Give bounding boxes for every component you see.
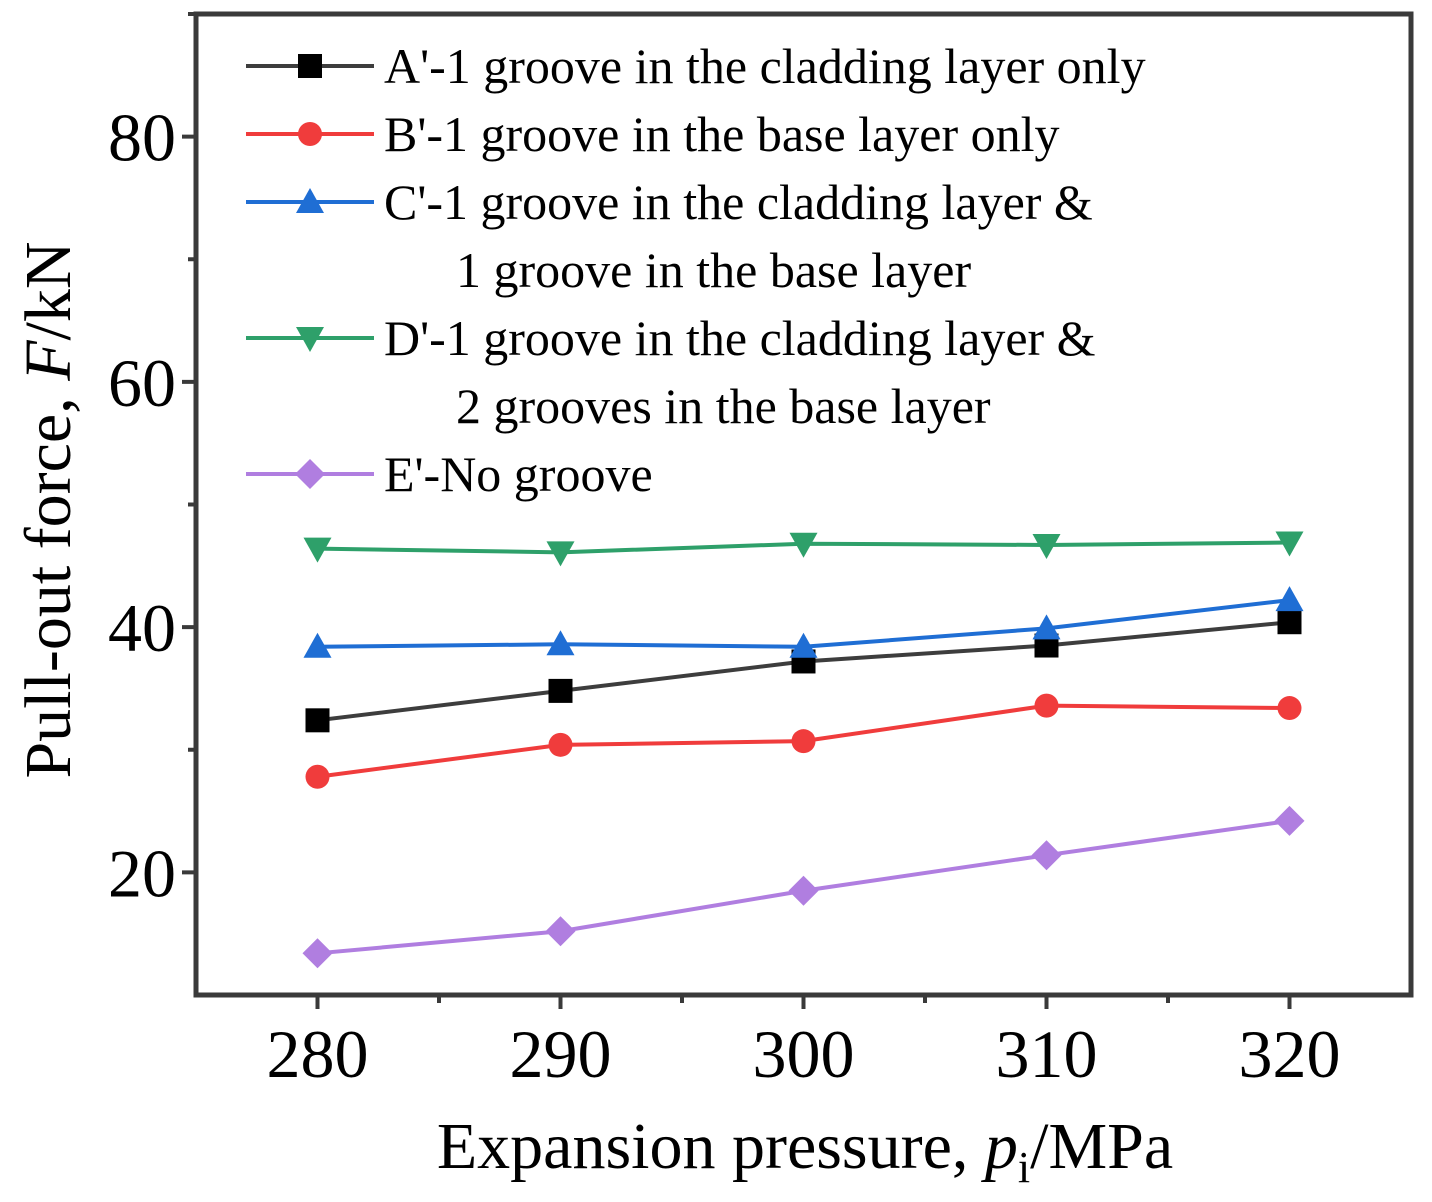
series-c [303, 586, 1304, 658]
x-axis-title: Expansion pressure, pi/MPa [437, 1110, 1173, 1192]
x-axis-ticks: 280 290 300 310 320 [267, 995, 1341, 1092]
data-point [545, 916, 576, 947]
data-point [546, 630, 575, 656]
y-axis-title: Pull-out force, F/kN [12, 241, 85, 778]
series-e [302, 805, 1305, 969]
legend-label: D'-1 groove in the cladding layer & [384, 310, 1096, 366]
legend-label: B'-1 groove in the base layer only [384, 106, 1060, 162]
x-tick-label: 300 [753, 1016, 855, 1092]
x-tick-label: 310 [996, 1016, 1098, 1092]
series-d [303, 531, 1304, 567]
legend-item-e: E'-No groove [246, 446, 653, 502]
y-axis-ticks: 20 40 60 80 [108, 12, 196, 911]
data-point [303, 632, 332, 658]
series-a [305, 610, 1302, 733]
x-tick-label: 290 [510, 1016, 612, 1092]
y-tick-label: 20 [108, 835, 176, 911]
data-point [1034, 693, 1059, 718]
legend-marker [296, 327, 324, 352]
legend-label: C'-1 groove in the cladding layer & [384, 174, 1093, 230]
legend-item-a: A'-1 groove in the cladding layer only [246, 38, 1146, 94]
x-tick-label: 320 [1239, 1016, 1341, 1092]
y-tick-label: 80 [108, 100, 176, 176]
legend-label: 2 grooves in the base layer [456, 378, 991, 434]
legend: A'-1 groove in the cladding layer only B'… [246, 38, 1146, 502]
data-point [305, 708, 330, 733]
data-point [1032, 614, 1061, 640]
legend-label: 1 groove in the base layer [456, 242, 971, 298]
data-point [548, 678, 573, 703]
data-point [1275, 531, 1304, 557]
data-point [303, 537, 332, 563]
legend-marker [296, 188, 324, 213]
data-point [546, 541, 575, 567]
data-point [1032, 533, 1061, 559]
data-point [302, 938, 333, 969]
legend-marker [298, 54, 322, 78]
data-point [1274, 805, 1305, 836]
legend-label: A'-1 groove in the cladding layer only [384, 38, 1146, 94]
series-layer [302, 531, 1305, 969]
data-point [1031, 840, 1062, 871]
legend-item-b: B'-1 groove in the base layer only [246, 106, 1060, 162]
data-point [1275, 586, 1304, 612]
data-point [788, 875, 819, 906]
legend-marker [295, 459, 325, 489]
data-point [1277, 696, 1302, 721]
y-tick-label: 40 [108, 590, 176, 666]
data-point [791, 729, 816, 754]
legend-item-c: C'-1 groove in the cladding layer & 1 gro… [246, 174, 1093, 298]
legend-item-d: D'-1 groove in the cladding layer & 2 gro… [246, 310, 1096, 434]
data-point [1277, 610, 1302, 635]
data-point [789, 532, 818, 558]
series-b [305, 693, 1302, 789]
data-point [305, 764, 330, 789]
y-tick-label: 60 [108, 345, 176, 421]
x-tick-label: 280 [267, 1016, 369, 1092]
legend-label: E'-No groove [384, 446, 653, 502]
legend-marker [298, 122, 322, 146]
data-point [789, 632, 818, 658]
data-point [548, 732, 573, 757]
